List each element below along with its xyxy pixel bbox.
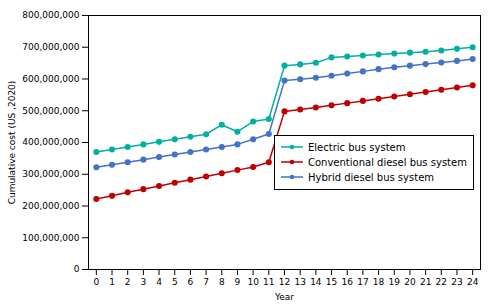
svg-text:8: 8 — [219, 277, 225, 287]
html-text:Conventional diesel bus system: Conventional diesel bus system — [308, 156, 467, 168]
html-text:Electric bus system: Electric bus system — [308, 141, 406, 153]
svg-text:0: 0 — [93, 277, 99, 287]
html-text:Hybrid diesel bus system: Hybrid diesel bus system — [308, 171, 434, 183]
svg-text:15: 15 — [326, 277, 337, 287]
svg-text:6: 6 — [188, 277, 194, 287]
svg-text:7: 7 — [203, 277, 209, 287]
svg-text:1: 1 — [109, 277, 115, 287]
svg-text:19: 19 — [389, 277, 401, 287]
svg-text:200,000,000: 200,000,000 — [22, 201, 80, 211]
svg-text:500,000,000: 500,000,000 — [22, 106, 80, 116]
svg-text:14: 14 — [310, 277, 322, 287]
svg-text:12: 12 — [279, 277, 290, 287]
svg-text:4: 4 — [156, 277, 162, 287]
svg-text:20: 20 — [404, 277, 416, 287]
svg-text:3: 3 — [141, 277, 147, 287]
svg-text:22: 22 — [436, 277, 447, 287]
svg-text:9: 9 — [235, 277, 241, 287]
svg-text:2: 2 — [125, 277, 131, 287]
svg-text:13: 13 — [294, 277, 305, 287]
svg-text:10: 10 — [247, 277, 259, 287]
svg-text:300,000,000: 300,000,000 — [22, 169, 80, 179]
svg-text:Year: Year — [274, 292, 294, 302]
svg-text:23: 23 — [451, 277, 462, 287]
svg-text:21: 21 — [420, 277, 431, 287]
svg-text:400,000,000: 400,000,000 — [22, 137, 80, 147]
svg-text:18: 18 — [373, 277, 385, 287]
svg-text:16: 16 — [341, 277, 353, 287]
svg-text:700,000,000: 700,000,000 — [22, 42, 80, 52]
svg-text:5: 5 — [172, 277, 178, 287]
svg-text:17: 17 — [357, 277, 368, 287]
svg-text:11: 11 — [263, 277, 274, 287]
svg-text:100,000,000: 100,000,000 — [22, 233, 80, 243]
svg-text:600,000,000: 600,000,000 — [22, 74, 80, 84]
svg-text:Cumulative cost (US ,2020): Cumulative cost (US ,2020) — [7, 81, 17, 205]
svg-text:800,000,000: 800,000,000 — [22, 10, 80, 20]
svg-text:0: 0 — [74, 264, 80, 274]
svg-text:24: 24 — [467, 277, 479, 287]
